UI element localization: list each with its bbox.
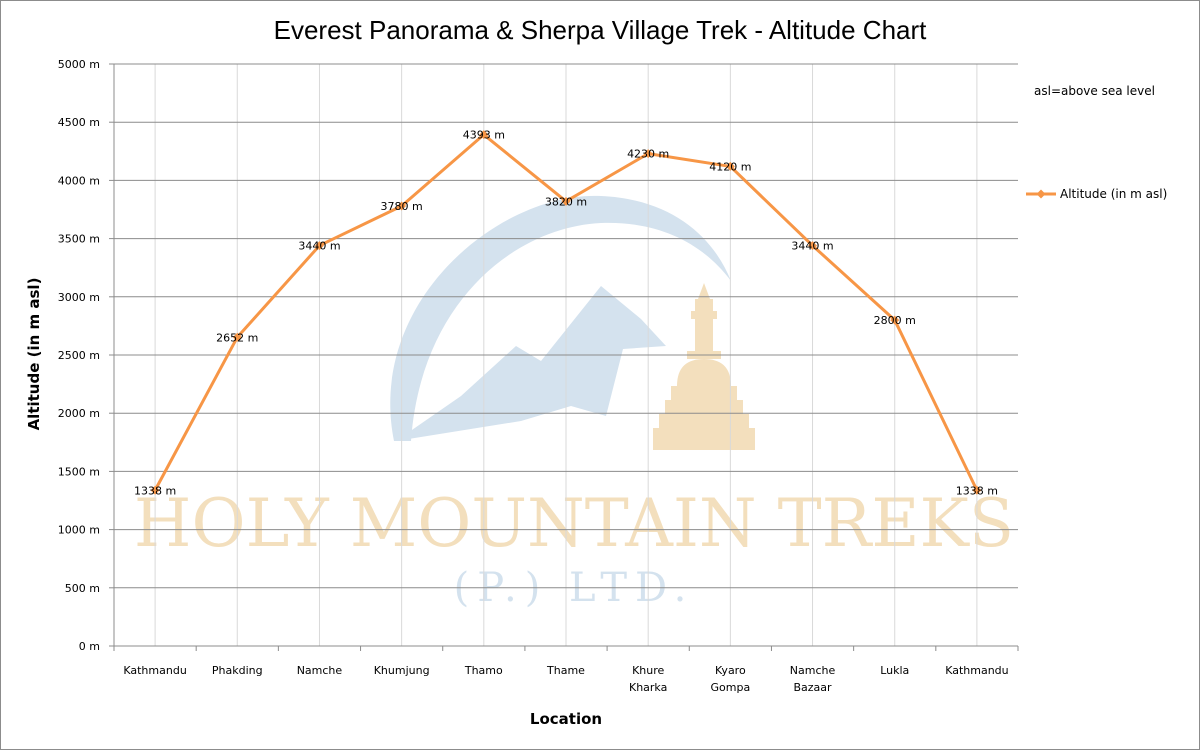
y-tick-label: 3500 m — [58, 233, 100, 246]
data-label: 4230 m — [627, 148, 669, 161]
x-tick-label: Kathmandu — [945, 664, 1008, 677]
data-point — [643, 149, 653, 159]
y-tick-label: 1500 m — [58, 465, 100, 478]
data-labels: 1338 m 2652 m 3440 m 3780 m 4393 m 3820 m 4230… — [134, 129, 998, 498]
legend-diamond-marker — [1036, 189, 1046, 199]
y-tick-label: 1000 m — [58, 524, 100, 537]
data-label: 3820 m — [545, 195, 587, 208]
legend: Altitude (in m asl) — [1026, 187, 1167, 201]
data-point — [890, 315, 900, 325]
x-tick-label: Namche Bazaar — [790, 664, 836, 694]
y-tick-label: 2000 m — [58, 407, 100, 420]
x-tick-label: Thame — [546, 664, 585, 677]
watermark-mountain — [396, 286, 666, 441]
data-point — [314, 241, 324, 251]
legend-label-altitude: Altitude (in m asl) — [1060, 187, 1167, 201]
y-tick-label: 500 m — [65, 582, 100, 595]
data-point — [808, 241, 818, 251]
x-tick-label: Khumjung — [374, 664, 430, 677]
asl-note: asl=above sea level — [1034, 84, 1155, 98]
data-point — [561, 196, 571, 206]
data-label: 1338 m — [134, 484, 176, 497]
x-tick-labels: Kathmandu Phakding Namche Khumjung Thamo Tham… — [123, 664, 1008, 694]
x-tick-label: Khure Kharka — [629, 664, 667, 694]
y-axis-label: Altitude (in m asl) — [25, 278, 43, 431]
x-axis-label: Location — [530, 710, 602, 728]
axes — [113, 64, 1019, 651]
chart-title: Everest Panorama & Sherpa Village Trek -… — [274, 15, 928, 45]
data-point — [397, 201, 407, 211]
series-altitude — [150, 130, 982, 495]
data-point — [479, 130, 489, 140]
y-tick-label: 3000 m — [58, 291, 100, 304]
x-tick-label: Lukla — [880, 664, 909, 677]
y-tick-label: 5000 m — [58, 58, 100, 71]
y-tick-label: 4500 m — [58, 116, 100, 129]
data-point — [232, 332, 242, 342]
data-label: 3440 m — [298, 240, 340, 253]
y-tick-label: 0 m — [79, 640, 100, 653]
data-point — [725, 161, 735, 171]
data-label: 2800 m — [874, 314, 916, 327]
watermark-logo: HOLY MOUNTAIN TREKS (P.) LTD. — [134, 195, 1014, 611]
watermark-stupa — [653, 283, 755, 450]
data-label: 1338 m — [956, 484, 998, 497]
data-point — [972, 485, 982, 495]
x-tick-label: Namche — [297, 664, 343, 677]
x-tick-label: Kathmandu — [123, 664, 186, 677]
watermark-company-name: HOLY MOUNTAIN TREKS — [134, 485, 1014, 562]
watermark-arc — [390, 195, 731, 441]
x-tick-label: Kyaro Gompa — [711, 664, 751, 694]
x-tick-label: Phakding — [212, 664, 263, 677]
data-label: 4120 m — [709, 160, 751, 173]
x-tick-label: Thamo — [464, 664, 503, 677]
data-point — [150, 485, 160, 495]
y-tick-labels: 0 m 500 m 1000 m 1500 m 2000 m 2500 m 3000 m 35… — [58, 58, 100, 653]
data-label: 3440 m — [791, 240, 833, 253]
data-label: 2652 m — [216, 331, 258, 344]
y-tick-label: 4000 m — [58, 174, 100, 187]
data-label: 4393 m — [463, 129, 505, 142]
data-label: 3780 m — [381, 200, 423, 213]
y-tick-label: 2500 m — [58, 349, 100, 362]
